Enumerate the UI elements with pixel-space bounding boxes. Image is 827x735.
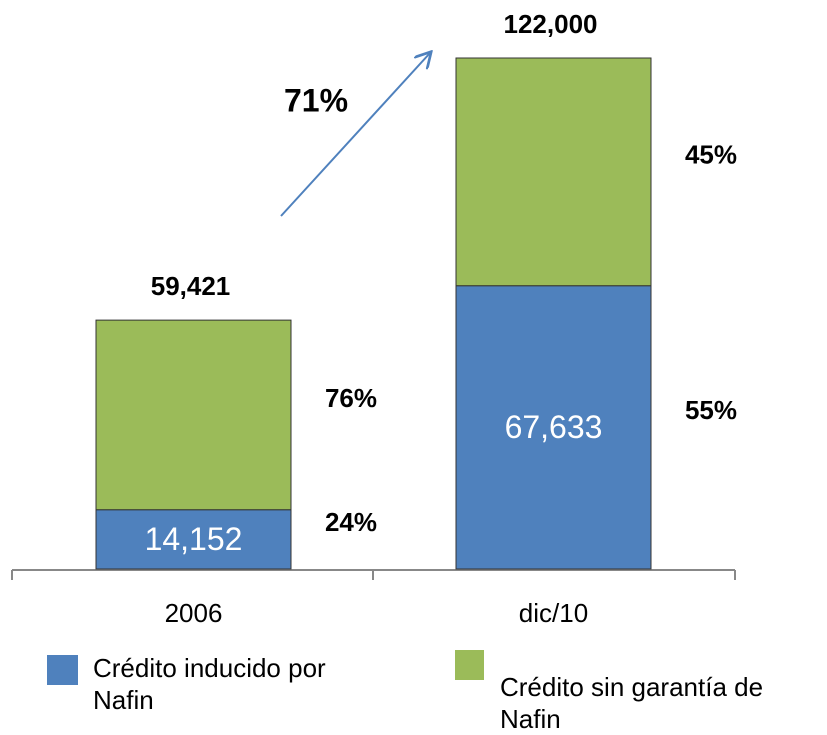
bar-segment: [455, 285, 652, 570]
total-label: 59,421: [151, 271, 231, 301]
bar-segment: [95, 509, 292, 570]
percent-label: 24%: [325, 507, 377, 537]
bar-segment: [455, 57, 652, 287]
percent-label: 76%: [325, 383, 377, 413]
value-label: 67,633: [505, 409, 603, 445]
legend-swatch: [455, 650, 484, 680]
percent-label: 45%: [685, 140, 737, 170]
x-tick-label: dic/10: [519, 598, 588, 628]
total-label: 122,000: [504, 9, 598, 39]
bar-segment: [95, 319, 292, 511]
legend-label: Crédito inducido por Nafin: [93, 653, 326, 715]
value-label: 14,152: [145, 521, 243, 557]
growth-arrow: [280, 53, 430, 217]
annotation: 71%: [284, 82, 348, 118]
legend-label: Crédito sin garantía de Nafin: [500, 672, 764, 734]
percent-label: 55%: [685, 395, 737, 425]
x-tick-label: 2006: [165, 598, 223, 628]
legend-swatch: [47, 655, 78, 685]
